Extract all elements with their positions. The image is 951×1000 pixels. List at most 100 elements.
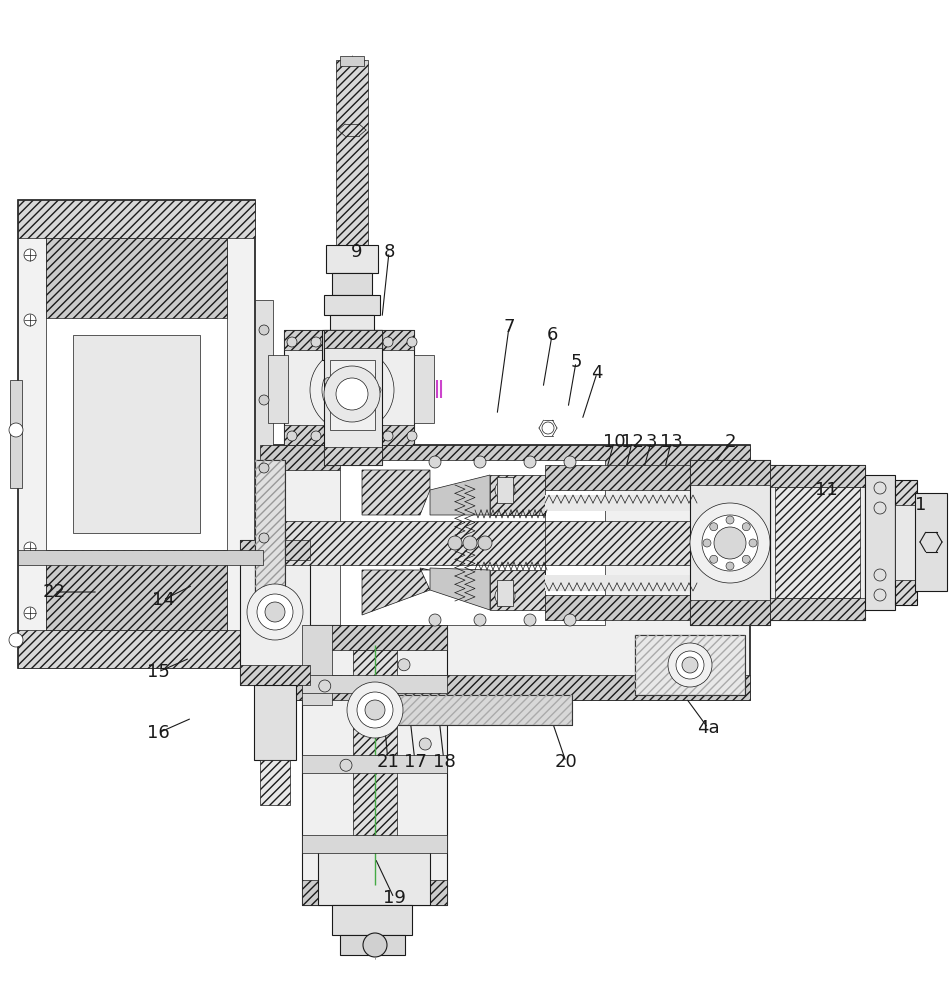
- Circle shape: [874, 502, 886, 514]
- Text: 2: 2: [725, 433, 736, 451]
- Circle shape: [24, 607, 36, 619]
- Text: 10: 10: [603, 433, 626, 451]
- Bar: [73, 335, 200, 533]
- Bar: [362, 695, 572, 725]
- Text: 8: 8: [383, 243, 395, 261]
- Bar: [322, 330, 382, 360]
- Circle shape: [429, 614, 441, 626]
- Bar: [332, 905, 412, 935]
- Circle shape: [336, 408, 343, 416]
- Text: 18: 18: [433, 753, 456, 771]
- Bar: [268, 355, 288, 423]
- Bar: [254, 685, 296, 760]
- Bar: [770, 465, 865, 487]
- Bar: [255, 460, 285, 625]
- Circle shape: [702, 515, 758, 571]
- Bar: [690, 460, 770, 625]
- Bar: [302, 755, 447, 773]
- Circle shape: [322, 360, 382, 420]
- Text: 20: 20: [554, 753, 577, 771]
- Bar: [302, 675, 447, 693]
- Text: 4: 4: [592, 364, 603, 382]
- Circle shape: [336, 364, 343, 372]
- Circle shape: [383, 431, 393, 441]
- Circle shape: [352, 411, 360, 419]
- Bar: [324, 447, 382, 465]
- Bar: [635, 635, 745, 695]
- Bar: [865, 475, 895, 610]
- Bar: [545, 495, 690, 511]
- Bar: [545, 465, 690, 490]
- Bar: [46, 238, 227, 630]
- Bar: [340, 460, 605, 625]
- Circle shape: [259, 463, 269, 473]
- Bar: [284, 330, 414, 445]
- Circle shape: [365, 700, 385, 720]
- Text: 15: 15: [146, 663, 169, 681]
- Circle shape: [319, 680, 331, 692]
- Bar: [324, 330, 382, 348]
- Circle shape: [367, 402, 375, 410]
- Circle shape: [311, 337, 321, 347]
- Circle shape: [743, 523, 750, 531]
- Bar: [284, 425, 414, 445]
- Bar: [46, 550, 227, 630]
- Bar: [353, 650, 397, 880]
- Bar: [10, 380, 22, 488]
- Circle shape: [347, 682, 403, 738]
- Circle shape: [357, 692, 393, 728]
- Circle shape: [726, 562, 734, 570]
- Circle shape: [334, 372, 370, 408]
- Circle shape: [709, 523, 718, 531]
- Text: 14: 14: [151, 591, 174, 609]
- Bar: [318, 850, 430, 905]
- Circle shape: [324, 377, 333, 385]
- Text: 16: 16: [146, 724, 169, 742]
- Circle shape: [478, 536, 492, 550]
- Bar: [895, 505, 915, 580]
- Circle shape: [340, 759, 352, 771]
- Bar: [324, 295, 380, 315]
- Circle shape: [310, 348, 394, 432]
- Bar: [340, 935, 405, 955]
- Polygon shape: [490, 570, 545, 610]
- Circle shape: [874, 589, 886, 601]
- Circle shape: [709, 555, 718, 563]
- Bar: [545, 595, 690, 620]
- Text: 13: 13: [660, 433, 683, 451]
- Bar: [260, 445, 750, 470]
- Bar: [302, 625, 332, 705]
- Bar: [284, 330, 414, 350]
- Bar: [917, 497, 945, 587]
- Circle shape: [265, 602, 285, 622]
- Bar: [414, 355, 434, 423]
- Circle shape: [690, 503, 770, 583]
- Circle shape: [676, 651, 704, 679]
- Bar: [690, 460, 770, 485]
- Circle shape: [564, 614, 576, 626]
- Circle shape: [474, 456, 486, 468]
- Circle shape: [463, 536, 477, 550]
- Text: 19: 19: [382, 889, 405, 907]
- Text: 3: 3: [645, 433, 657, 451]
- Circle shape: [668, 643, 712, 687]
- Bar: [340, 56, 364, 66]
- Circle shape: [247, 584, 303, 640]
- Bar: [18, 630, 255, 668]
- Polygon shape: [362, 568, 430, 615]
- Bar: [895, 480, 917, 605]
- Bar: [302, 880, 447, 905]
- Polygon shape: [430, 475, 490, 515]
- Bar: [240, 540, 310, 560]
- Circle shape: [352, 361, 360, 369]
- Circle shape: [874, 569, 886, 581]
- Bar: [332, 273, 372, 295]
- Bar: [690, 600, 770, 625]
- Circle shape: [407, 431, 417, 441]
- Text: 4a: 4a: [697, 719, 719, 737]
- Circle shape: [24, 314, 36, 326]
- Circle shape: [874, 482, 886, 494]
- Circle shape: [407, 337, 417, 347]
- Circle shape: [743, 555, 750, 563]
- Text: 9: 9: [351, 243, 362, 261]
